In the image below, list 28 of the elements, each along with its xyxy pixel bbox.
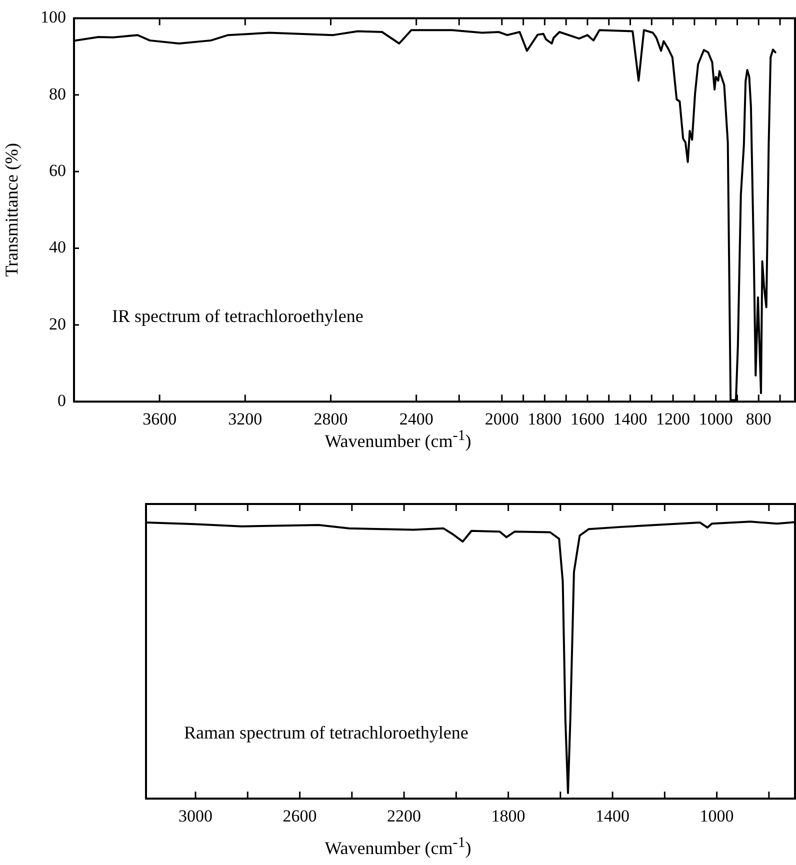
x-tick-label: 1000	[700, 806, 734, 826]
x-axis-title: Wavenumber (cm$^{-1}$)	[324, 428, 472, 452]
y-tick-label: 40	[49, 238, 66, 257]
x-tick-label: 1200	[656, 409, 690, 428]
y-tick-label: 100	[40, 8, 66, 27]
annotation: IR spectrum of tetrachloroethylene	[112, 306, 364, 326]
x-tick-label: 3600	[142, 409, 177, 428]
x-tick-label: 1400	[596, 806, 630, 826]
x-tick-label: 1800	[528, 409, 562, 428]
x-tick-label: 2400	[399, 409, 434, 428]
x-tick-label: 2600	[282, 806, 317, 826]
x-tick-label: 2000	[484, 409, 519, 428]
x-tick-label: 1400	[613, 409, 648, 428]
x-tick-label: 1000	[698, 409, 733, 428]
x-tick-label: 3000	[178, 806, 213, 826]
x-tick-label: 3200	[228, 409, 262, 428]
y-tick-label: 60	[49, 161, 66, 180]
y-tick-label: 20	[49, 314, 66, 334]
x-tick-label: 1800	[491, 806, 526, 826]
y-tick-label: 0	[58, 391, 66, 410]
annotation: Raman spectrum of tetrachloroethylene	[184, 722, 468, 743]
y-axis-title: Transmittance (%)	[2, 142, 22, 277]
x-tick-label: 1600	[570, 409, 604, 428]
x-tick-label: 2200	[387, 806, 422, 826]
x-tick-label: 800	[746, 409, 772, 428]
x-axis-title: Wavenumber (cm$^{-1}$)	[324, 835, 472, 859]
y-tick-label: 80	[49, 84, 66, 104]
x-tick-label: 2800	[314, 409, 348, 428]
